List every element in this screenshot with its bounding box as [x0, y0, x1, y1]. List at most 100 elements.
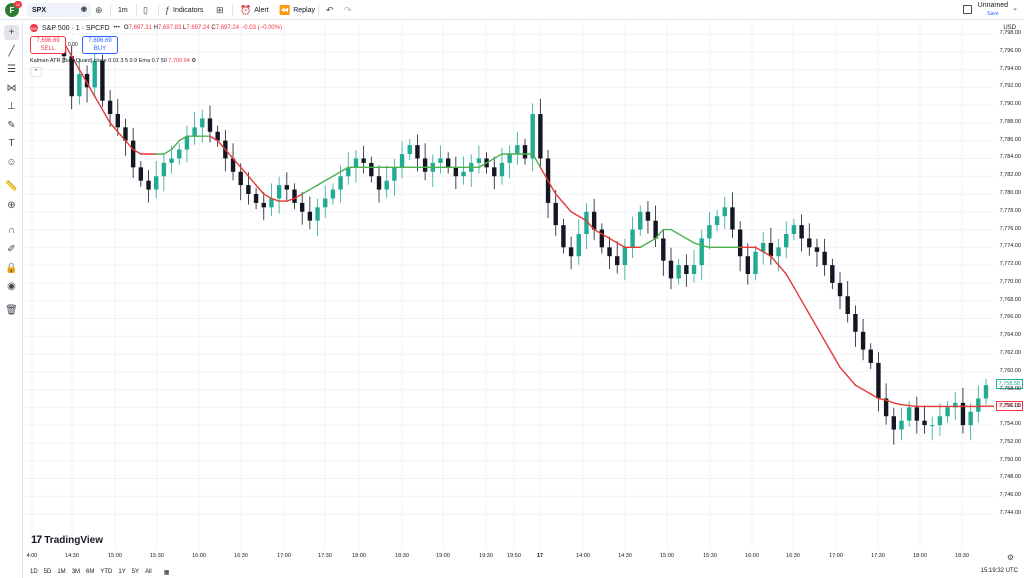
save-link[interactable]: Save [987, 11, 999, 17]
candle [415, 134, 420, 172]
indicator-segment [478, 162, 488, 169]
price-axis-label: 7,784.00 [999, 154, 1021, 161]
fib-retracement-icon[interactable]: ☰ [7, 64, 16, 75]
layout-checkbox[interactable] [963, 5, 972, 14]
chart-type-button[interactable]: ▯ [143, 3, 148, 17]
price-chart[interactable] [24, 21, 994, 549]
crosshair-icon[interactable]: + [4, 25, 19, 40]
alert-button[interactable]: ⏰ Alert [240, 3, 269, 17]
candle [307, 196, 313, 230]
range-button[interactable]: 6M [86, 569, 95, 575]
range-button[interactable]: 1M [57, 569, 66, 575]
indicator-segment [601, 233, 611, 240]
calendar-icon[interactable]: ▦ [163, 569, 170, 576]
candle [438, 145, 443, 174]
candle-body [622, 247, 628, 266]
candle-body [376, 176, 382, 190]
symbol-search[interactable]: SPX ◉ [27, 3, 91, 17]
hide-icon[interactable]: ◉ [7, 281, 16, 292]
brush-icon[interactable]: ✎ [7, 120, 16, 131]
candle-body [799, 225, 804, 239]
candle [591, 198, 597, 241]
time-axis-label: 19:30 [479, 553, 493, 559]
indicator-segment [293, 193, 303, 200]
magnet-icon[interactable]: ∩ [7, 225, 16, 236]
candle-body [353, 158, 359, 168]
time-axis-label: 14:30 [618, 553, 632, 559]
lock-icon[interactable]: 🔒 [5, 263, 18, 274]
emoji-icon[interactable]: ☺ [6, 157, 17, 168]
symbol-legend: 500 S&P 500 · 1 · SPCFD ••• O7,697.31 H7… [30, 24, 282, 32]
candle [161, 154, 167, 192]
trash-icon[interactable]: 🗑 [5, 305, 18, 316]
candle-body [737, 229, 743, 257]
candle-body [453, 167, 459, 177]
range-button[interactable]: All [145, 569, 152, 575]
candle-body [330, 189, 336, 199]
symbol-title[interactable]: S&P 500 · 1 · SPCFD [42, 24, 110, 32]
range-button[interactable]: YTD [100, 569, 113, 575]
range-button[interactable]: 5D [43, 569, 52, 575]
indicator-segment [800, 299, 810, 315]
candle-body [922, 420, 927, 426]
indicator-legend[interactable]: Kalman ATR [BackQuant] close 0.01 3 5 0.… [30, 58, 196, 64]
indicators-button[interactable]: ƒ Indicators [165, 3, 203, 17]
buy-button[interactable]: 7,696.69 BUY [82, 36, 118, 54]
chevron-down-icon[interactable]: ⌄ [1012, 5, 1018, 12]
indicator-segment [616, 242, 626, 249]
layout-name[interactable]: Unnamed Save [978, 2, 1008, 18]
compare-symbol-button[interactable]: ⊕ [95, 3, 103, 17]
sell-button[interactable]: 7,696.69 SELL [30, 36, 66, 54]
candle-body [261, 202, 266, 208]
candle-body [791, 225, 797, 234]
indicator-segment [86, 82, 96, 97]
price-axis-label: 7,792.00 [999, 83, 1021, 90]
trend-line-icon[interactable]: ╱ [8, 46, 15, 57]
more-icon[interactable]: ••• [113, 25, 120, 31]
ohlc-values: O7,697.31 H7,697.83 L7,697.24 C7,697.24 … [123, 25, 283, 31]
pattern-icon[interactable]: ⋈ [6, 83, 17, 94]
price-axis-label: 7,780.00 [999, 190, 1021, 196]
interval-button[interactable]: 1m [118, 3, 128, 17]
sell-label: SELL [40, 46, 56, 52]
candle-body [461, 171, 466, 177]
candle-body [668, 260, 674, 279]
range-button[interactable]: 1D [30, 569, 38, 575]
collapse-legend-button[interactable]: ^ [30, 67, 42, 77]
replay-button[interactable]: ⏪ Replay [279, 3, 315, 17]
settings-icon[interactable]: ⚙ [1006, 553, 1014, 562]
time-axis-label: 15:30 [150, 553, 164, 559]
eye-icon[interactable]: ◉ [80, 6, 87, 13]
candle [837, 272, 843, 310]
chart-pane[interactable] [24, 21, 994, 549]
ruler-icon[interactable]: 📏 [5, 181, 18, 192]
layouts-button[interactable]: ⊞ [216, 3, 224, 17]
zoom-in-icon[interactable]: ⊕ [7, 200, 16, 211]
badge-count: 11 [15, 2, 21, 7]
indicator-settings-icon[interactable]: ⚙ [191, 58, 197, 64]
candle-body [876, 362, 881, 399]
redo-button[interactable]: ↷ [344, 3, 352, 17]
price-axis-label: 7,786.00 [999, 136, 1021, 143]
time-axis-label: 19:00 [436, 553, 450, 559]
alarm-clock-icon: ⏰ [240, 4, 252, 15]
time-axis[interactable]: 4:00 14:30 15:00 15:30 16:00 16:30 17:00 17:30 1… [24, 549, 994, 564]
candle-body [515, 145, 520, 154]
range-button[interactable]: 5Y [131, 569, 140, 575]
price-axis[interactable]: USD 7,758.58 7,756.13 7,798.00 7,796.00 7,… [994, 21, 1024, 549]
range-button[interactable]: 1Y [118, 569, 126, 575]
candle-body [714, 216, 720, 226]
long-position-icon[interactable]: ⊥ [7, 101, 16, 112]
clock[interactable]: 15:19:32 UTC [980, 568, 1018, 574]
candle-body [169, 158, 174, 163]
candle [476, 145, 482, 174]
range-button[interactable]: 3M [71, 569, 81, 575]
stay-drawing-icon[interactable]: ✐ [7, 244, 16, 255]
range-bar: 1D 5D 1M 3M 6M YTD 1Y 5Y All ▦ 15:19:32 UTC [24, 566, 1024, 578]
undo-button[interactable]: ↶ [326, 3, 334, 17]
drawing-toolbar: + ╱ ☰ ⋈ ⊥ ✎ T ☺ 📏 ⊕ ∩ ✐ 🔒 ◉ 🗑 [0, 21, 23, 578]
text-icon[interactable]: T [8, 138, 15, 149]
indicator-segment [831, 353, 841, 369]
candle-body [392, 167, 397, 181]
indicator-segment [816, 326, 826, 342]
